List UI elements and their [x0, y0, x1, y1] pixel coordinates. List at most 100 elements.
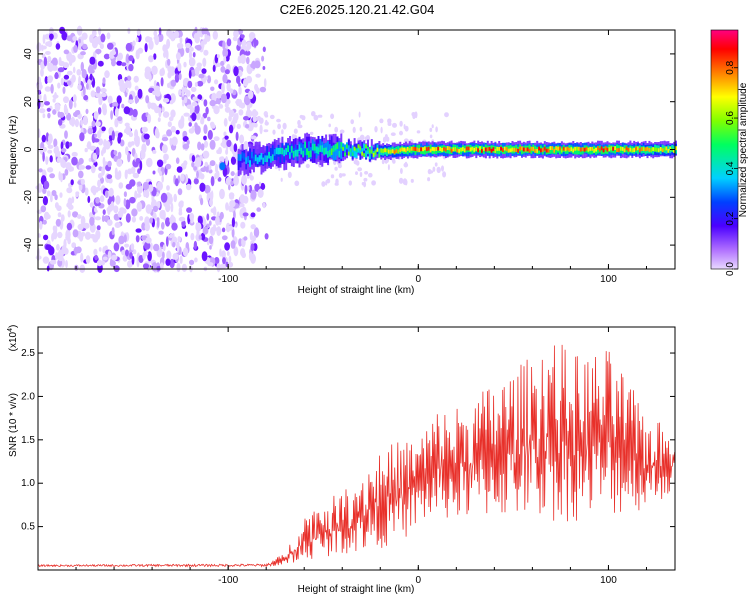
spectrogram-noise-blob [44, 76, 48, 85]
spectrogram-noise-blob [264, 114, 269, 118]
spectrogram-ridge-cell [410, 146, 413, 151]
spectrogram-ridge-cell [454, 147, 457, 151]
spectrogram-noise-blob [70, 166, 74, 172]
spectrogram-noise-blob [47, 55, 52, 63]
spectrogram-noise-blob [228, 124, 234, 134]
spectrogram-noise-blob [337, 163, 342, 169]
spectrogram-ridge-cell [661, 144, 664, 152]
spectrogram-ridge-cell [437, 146, 440, 151]
spectrogram-ridge-cell [420, 147, 423, 152]
spectrogram-noise-blob [130, 243, 135, 251]
spectrogram-noise-blob [243, 236, 248, 241]
spectrogram-noise-blob [240, 221, 246, 229]
spectrogram-noise-blob [142, 181, 150, 191]
spectrogram-ridge-cell [323, 147, 326, 155]
spectrogram-ridge-cell [393, 150, 396, 155]
spectrogram-ridge-cell [273, 149, 276, 156]
spectrogram-noise-blob [146, 218, 150, 229]
spectrogram-noise-blob [192, 52, 196, 58]
spectrogram-ridge-cell [321, 141, 324, 167]
spectrogram-noise-blob [170, 79, 177, 87]
spectrogram-noise-blob [246, 56, 250, 65]
spectrogram-noise-blob [385, 134, 388, 139]
spectrogram-noise-blob [195, 222, 202, 232]
spectrogram-noise-blob [212, 64, 216, 72]
spectrogram-noise-blob [287, 171, 292, 178]
spectrogram-noise-blob [206, 75, 212, 84]
spectrogram-ridge-cell [422, 147, 425, 152]
spectrogram-noise-blob [102, 209, 106, 215]
spectrogram-noise-blob [72, 94, 77, 103]
spectrogram-ridge-cell [429, 148, 432, 153]
spectrogram-noise-blob [178, 211, 183, 216]
spectrogram-noise-blob [180, 115, 185, 125]
spectrogram-noise-blob [87, 79, 92, 85]
spectrogram-ridge-cell [344, 144, 347, 152]
spectrogram-noise-blob [427, 177, 431, 182]
spectrogram-noise-blob [294, 180, 300, 187]
spectrogram-noise-blob [87, 195, 91, 204]
spectrogram-ridge-cell [386, 148, 388, 153]
spectrogram-ridge-cell [306, 136, 309, 155]
spectrogram-noise-blob [57, 67, 65, 73]
spectrogram-noise-blob [165, 217, 171, 227]
spectrogram-ridge-cell [593, 148, 596, 153]
spectrogram-ridge-cell [353, 150, 356, 158]
spectrogram-noise-blob [130, 166, 136, 174]
spectrogram-ridge-cell [425, 147, 428, 152]
spectrogram-noise-blob [305, 163, 310, 169]
spectrogram-ridge-cell [543, 146, 546, 151]
spectrogram-noise-blob [399, 130, 403, 136]
spectrogram-noise-blob [55, 252, 59, 261]
spectrogram-noise-blob [248, 32, 256, 40]
spectrogram-noise-blob [243, 116, 249, 121]
spectrogram-noise-blob [91, 120, 96, 128]
spectrogram-noise-blob [137, 47, 144, 54]
spectrogram-ridge-cell [406, 146, 409, 151]
spectrogram-noise-blob [53, 138, 58, 148]
spectrogram-noise-blob [135, 37, 139, 43]
spectrogram-noise-blob [139, 216, 144, 221]
spectrogram-noise-blob [113, 150, 118, 156]
spectrogram-noise-blob [38, 93, 42, 101]
spectrogram-noise-blob [80, 51, 86, 56]
spectrogram-noise-blob [368, 172, 373, 178]
spectrogram-y-tick-label: -40 [23, 237, 34, 252]
spectrogram-noise-blob [35, 255, 42, 260]
spectrogram-ridge-cell [515, 148, 518, 152]
spectrogram-noise-blob [99, 195, 105, 203]
spectrogram-ridge-cell [414, 147, 417, 151]
spectrogram-noise-blob [94, 254, 99, 261]
spectrogram-noise-blob [116, 54, 120, 63]
spectrogram-noise-blob [199, 182, 206, 192]
spectrogram-noise-blob [194, 257, 198, 263]
spectrogram-ridge-cell [382, 149, 385, 153]
spectrogram-noise-blob [94, 207, 97, 213]
spectrogram-noise-blob [269, 114, 275, 120]
spectrogram-ridge-cell [254, 154, 257, 162]
spectrogram-ridge-cell [598, 147, 601, 152]
spectrogram-noise-blob [236, 75, 241, 85]
spectrogram-noise-blob [195, 157, 202, 163]
spectrogram-noise-blob [247, 90, 254, 100]
spectrogram-noise-blob [209, 121, 215, 127]
spectrogram-noise-blob [404, 161, 408, 167]
spectrogram-noise-blob [113, 242, 120, 252]
spectrogram-noise-blob [42, 256, 50, 264]
spectrogram-noise-blob [64, 168, 69, 176]
spectrogram-noise-blob [280, 177, 283, 182]
spectrogram-noise-blob [250, 189, 257, 200]
spectrogram-ridge-cell [522, 147, 525, 152]
spectrogram-noise-blob [189, 57, 196, 67]
spectrogram-noise-blob [117, 135, 122, 144]
spectrogram-noise-blob [230, 180, 234, 186]
spectrogram-noise-blob [444, 112, 449, 118]
spectrogram-noise-blob [67, 210, 71, 218]
spectrogram-noise-blob [87, 127, 94, 135]
spectrogram-ridge-cell [549, 146, 552, 154]
spectrogram-noise-blob [47, 149, 53, 154]
spectrogram-noise-blob [250, 224, 257, 230]
spectrogram-noise-blob [184, 173, 189, 184]
spectrogram-noise-blob [161, 106, 165, 113]
spectrogram-noise-blob [64, 130, 68, 139]
